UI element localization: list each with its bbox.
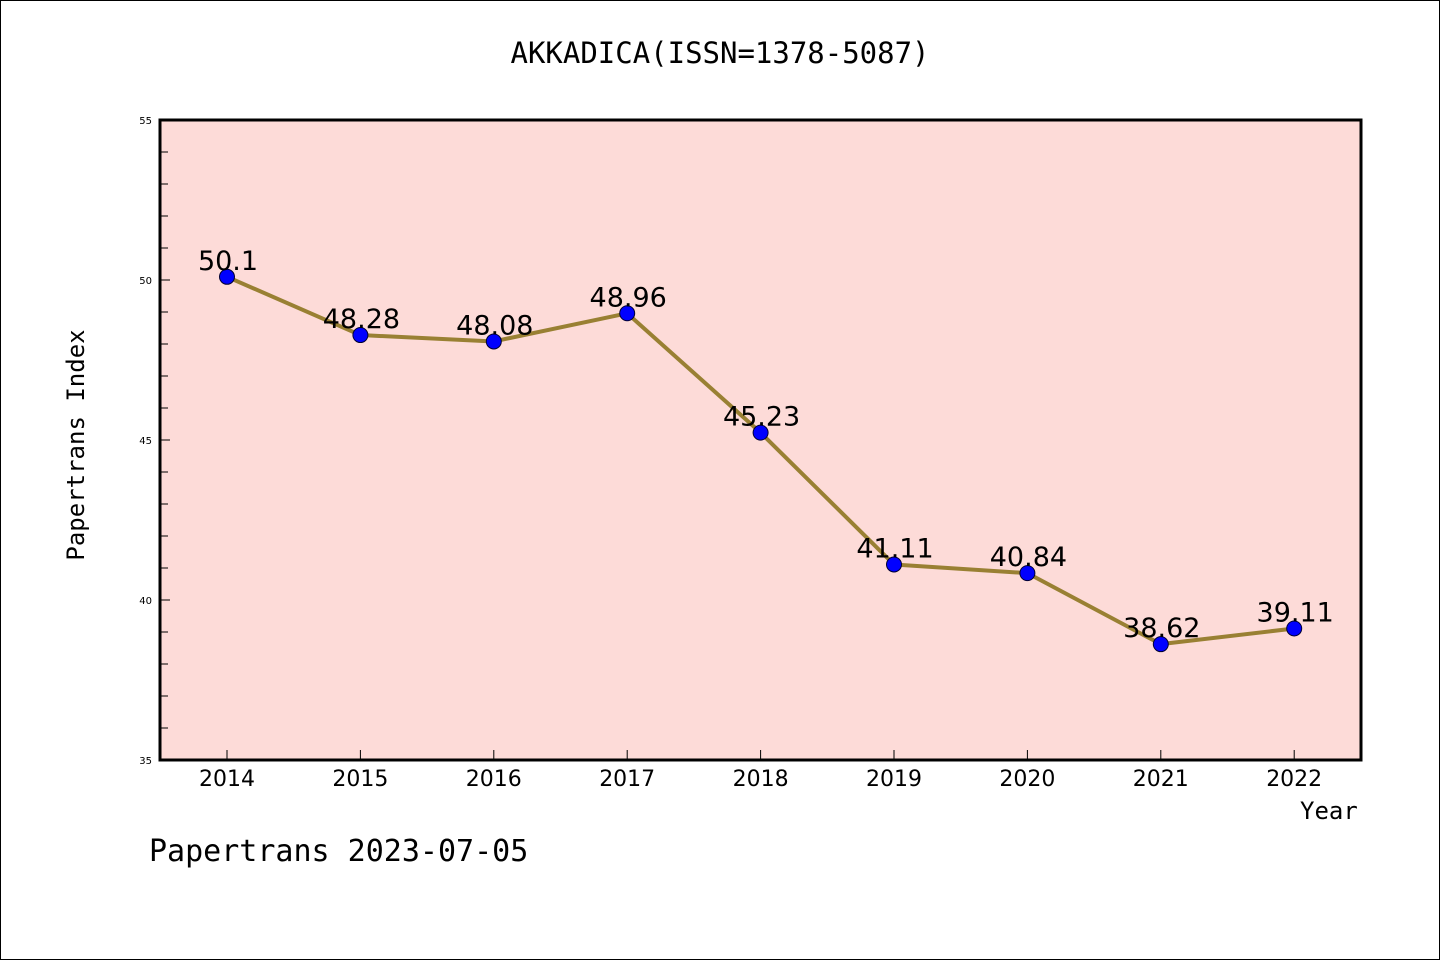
data-point: [352, 327, 369, 344]
y-tick-label: 40: [139, 596, 152, 607]
x-tick-label: 2020: [999, 767, 1055, 792]
data-point: [1286, 620, 1303, 637]
data-point: [219, 268, 235, 285]
x-tick-label: 2022: [1266, 767, 1322, 792]
data-label: 45.23: [723, 402, 800, 433]
data-label: 39.11: [1257, 597, 1334, 628]
data-label: 48.96: [590, 282, 667, 313]
x-tick-label: 2019: [866, 767, 922, 792]
data-point: [1152, 636, 1169, 653]
footer-text: Papertrans 2023-07-05: [149, 834, 529, 869]
x-axis-label: Year: [1300, 797, 1358, 825]
y-tick-label: 45: [139, 436, 152, 447]
data-label: 38.62: [1123, 613, 1200, 644]
x-tick-label: 2018: [733, 767, 789, 792]
x-tick-label: 2021: [1133, 767, 1189, 792]
data-label: 41.11: [856, 533, 933, 564]
y-tick-label: 50: [139, 276, 152, 287]
x-tick-label: 2017: [599, 767, 655, 792]
x-tick-label: 2015: [332, 767, 388, 792]
y-tick-label: 55: [139, 116, 152, 127]
data-label: 48.08: [456, 310, 533, 341]
data-point: [1019, 565, 1036, 582]
data-point: [619, 305, 636, 322]
data-point: [485, 333, 502, 350]
plot-border: [158, 118, 1363, 762]
data-label: 48.28: [323, 304, 400, 335]
y-tick-label: 35: [139, 756, 152, 767]
data-label: 40.84: [990, 542, 1067, 573]
x-tick-label: 2016: [466, 767, 522, 792]
chart-title: AKKADICA(ISSN=1378-5087): [510, 36, 930, 70]
data-point: [752, 424, 769, 441]
data-point: [886, 556, 902, 573]
data-label: 50.1: [198, 246, 258, 277]
x-tick-label: 2014: [199, 767, 255, 792]
